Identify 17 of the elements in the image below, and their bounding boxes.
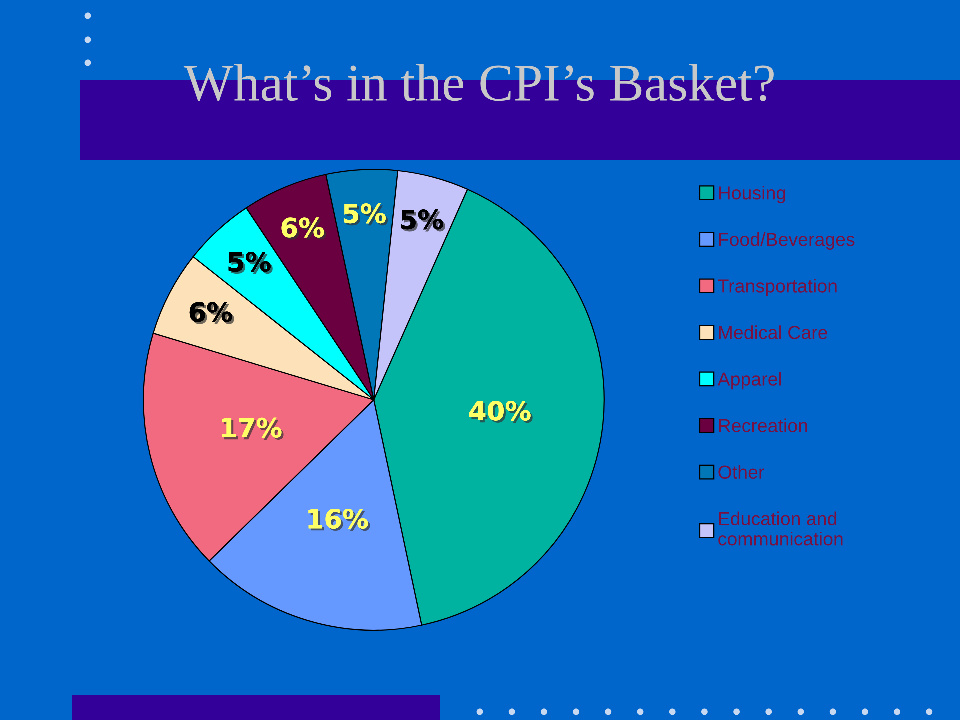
data-label: 5% [401,210,446,232]
legend-label: Medical Care [719,326,828,340]
data-label: 6% [282,218,326,240]
chart-title: What’s in the CPI’s Basket? [184,64,774,102]
data-label: 16% [308,509,370,532]
data-label: 5% [228,252,273,274]
legend-label: Education and communication [718,512,843,546]
legend-label: Other [718,465,764,480]
data-label: 17% [222,418,284,440]
data-label: 6% [190,302,234,324]
data-label: 5% [344,204,388,226]
data-label: 40% [470,400,533,423]
legend-label: Food/Beverages [719,232,855,250]
legend-label: Recreation [719,418,808,432]
legend-label: Apparel [718,372,782,390]
legend-label: Housing [719,186,786,204]
legend-label: Transportation [718,279,837,297]
